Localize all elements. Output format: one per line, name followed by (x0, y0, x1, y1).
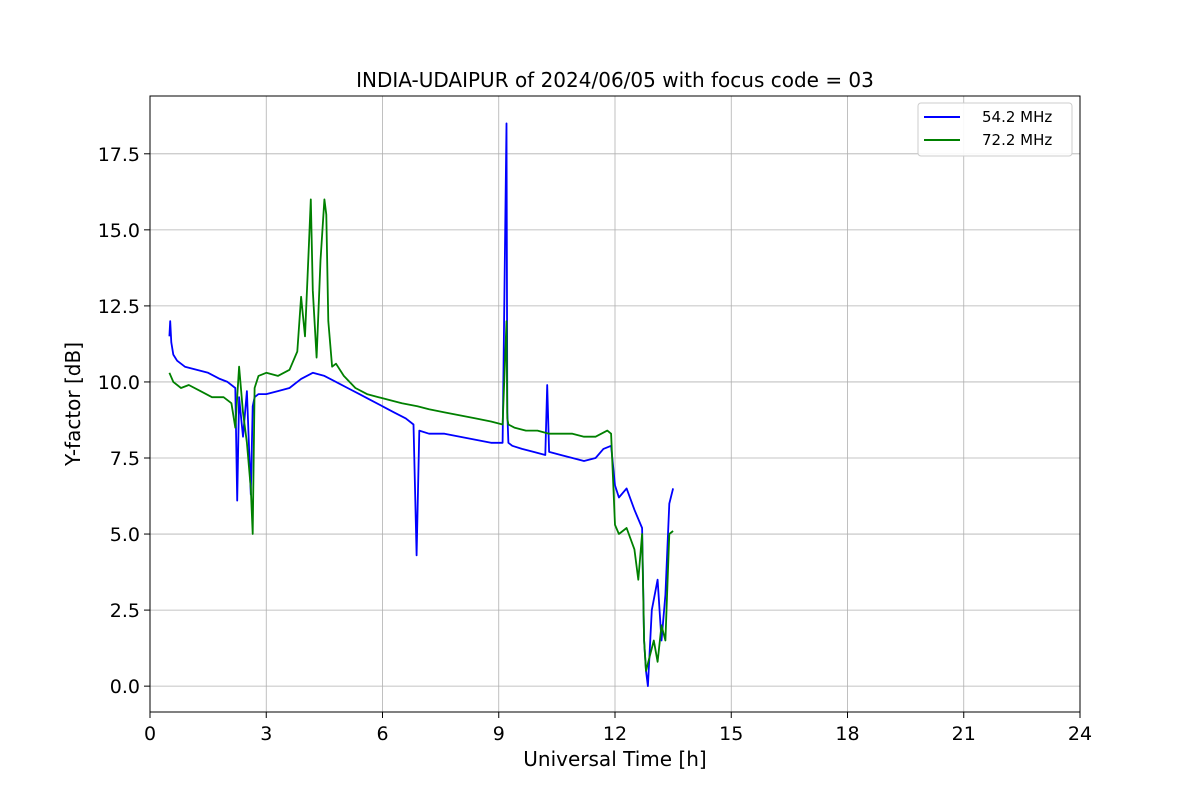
y-tick-label: 12.5 (98, 296, 140, 318)
y-tick-label: 10.0 (98, 372, 140, 394)
x-tick-label: 0 (144, 723, 156, 745)
legend-label-54-2-mhz: 54.2 MHz (982, 108, 1052, 126)
y-tick-label: 2.5 (110, 600, 140, 622)
y-axis-label: Y-factor [dB] (61, 342, 85, 467)
series-line-54-2-mhz (168, 122, 674, 687)
y-tick-label: 15.0 (98, 220, 140, 242)
x-tick-label: 9 (493, 723, 505, 745)
y-tick-label: 5.0 (110, 524, 140, 546)
x-tick-label: 15 (719, 723, 743, 745)
x-tick-label: 6 (376, 723, 388, 745)
y-tick-label: 0.0 (110, 676, 140, 698)
x-tick-label: 3 (260, 723, 272, 745)
series-line-72-2-mhz (168, 198, 674, 672)
x-tick-label: 18 (835, 723, 859, 745)
x-tick-label: 12 (603, 723, 627, 745)
y-tick-label: 17.5 (98, 144, 140, 166)
x-tick-label: 21 (952, 723, 976, 745)
legend-label-72-2-mhz: 72.2 MHz (982, 131, 1052, 149)
x-axis-label: Universal Time [h] (523, 747, 706, 771)
series-layer (168, 122, 674, 687)
tick-layer: 0 3 6 9 12 15 18 21 24 0.0 2.5 5.0 7.5 10.0 12.5 15.0 17… (98, 144, 1092, 745)
y-tick-label: 7.5 (110, 448, 140, 470)
legend: 54.2 MHz 72.2 MHz (917, 102, 1073, 157)
x-tick-label: 24 (1068, 723, 1092, 745)
chart-title: INDIA-UDAIPUR of 2024/06/05 with focus c… (356, 68, 874, 92)
